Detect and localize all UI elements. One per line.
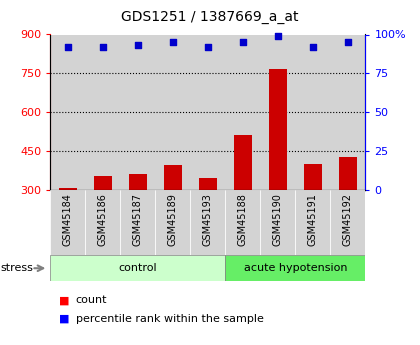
Text: percentile rank within the sample: percentile rank within the sample — [76, 314, 263, 324]
Point — [134, 43, 141, 48]
Text: GSM45192: GSM45192 — [343, 193, 353, 246]
Bar — [59, 188, 77, 190]
Point — [100, 44, 106, 50]
Bar — [295, 190, 331, 255]
Bar — [164, 165, 182, 190]
Bar — [260, 190, 295, 255]
Bar — [234, 135, 252, 190]
Bar — [121, 34, 155, 190]
Text: GSM45184: GSM45184 — [63, 193, 73, 246]
Bar — [331, 34, 365, 190]
Point — [205, 44, 211, 50]
Bar — [121, 190, 155, 255]
Text: GSM45187: GSM45187 — [133, 193, 143, 246]
Text: GDS1251 / 1387669_a_at: GDS1251 / 1387669_a_at — [121, 10, 299, 24]
Bar — [85, 34, 121, 190]
Bar — [295, 34, 331, 190]
Text: ■: ■ — [59, 295, 69, 305]
Bar — [199, 178, 217, 190]
Bar — [155, 34, 190, 190]
Bar — [85, 190, 121, 255]
Text: GSM45193: GSM45193 — [203, 193, 213, 246]
Text: count: count — [76, 295, 107, 305]
Point — [275, 33, 281, 39]
Bar — [50, 190, 85, 255]
Text: GSM45190: GSM45190 — [273, 193, 283, 246]
Bar — [339, 157, 357, 190]
Bar — [50, 255, 226, 281]
Bar — [190, 190, 226, 255]
Text: GSM45188: GSM45188 — [238, 193, 248, 246]
Bar — [260, 34, 295, 190]
Bar — [94, 176, 112, 190]
Bar — [226, 34, 260, 190]
Text: stress: stress — [1, 263, 34, 273]
Bar — [269, 69, 286, 190]
Point — [239, 39, 246, 45]
Text: GSM45186: GSM45186 — [98, 193, 108, 246]
Bar — [190, 34, 226, 190]
Text: acute hypotension: acute hypotension — [244, 263, 347, 273]
Text: GSM45189: GSM45189 — [168, 193, 178, 246]
Bar — [304, 164, 322, 190]
Text: ■: ■ — [59, 314, 69, 324]
Bar — [129, 174, 147, 190]
Point — [310, 44, 316, 50]
Bar — [155, 190, 190, 255]
Bar — [331, 190, 365, 255]
Point — [65, 44, 71, 50]
Text: GSM45191: GSM45191 — [308, 193, 318, 246]
Bar — [226, 190, 260, 255]
Bar — [50, 34, 85, 190]
Point — [170, 39, 176, 45]
Point — [344, 39, 351, 45]
Text: control: control — [118, 263, 157, 273]
Bar — [226, 255, 365, 281]
